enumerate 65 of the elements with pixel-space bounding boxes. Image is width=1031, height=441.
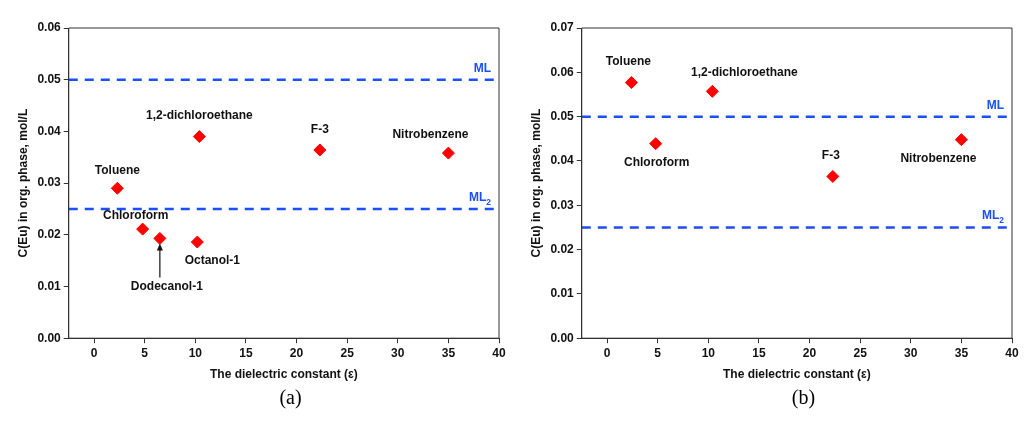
annotation: Toluene — [605, 53, 652, 68]
point — [110, 181, 124, 195]
point — [441, 146, 455, 160]
y-tick-label: 0.03 — [37, 175, 62, 190]
text: (a) — [278, 386, 303, 409]
y-axis-title: C(Eu) in org. phase, mol/L — [15, 108, 30, 258]
x-tick-label: 15 — [752, 345, 766, 360]
x-tick-label: 20 — [289, 345, 304, 360]
y-tick-label: 0.04 — [550, 153, 575, 168]
x-tick-label: 5 — [654, 345, 662, 360]
x-tick-label: 0 — [90, 345, 98, 360]
y-tick-label: 0.05 — [37, 72, 62, 87]
y-tick-label: 0.01 — [550, 286, 575, 301]
annotation: Nitrobenzene — [900, 150, 977, 165]
point — [954, 133, 968, 147]
annotation: 1,2-dichloroethane — [691, 64, 799, 79]
y-tick-label: 0.06 — [37, 20, 62, 35]
point — [190, 235, 204, 249]
x-tick-label: 35 — [954, 345, 969, 360]
y-tick-label: 0.01 — [37, 278, 62, 293]
point — [826, 169, 840, 183]
x-tick-label: 25 — [853, 345, 868, 360]
x-tick-label: 10 — [188, 345, 203, 360]
annotation: Toluene — [94, 162, 141, 177]
y-tick-label: 0.03 — [550, 197, 575, 212]
ref-line-label: ML — [986, 97, 1004, 112]
annotation: F-3 — [310, 122, 330, 137]
y-axis-title: C(Eu) in org. phase, mol/L — [528, 108, 543, 258]
x-tick-label: 5 — [141, 345, 149, 360]
x-tick-label: 40 — [492, 345, 506, 360]
point — [649, 137, 663, 151]
y-tick-label: 0.02 — [37, 227, 62, 242]
y-tick-label: 0.02 — [550, 241, 575, 256]
text: (b) — [790, 386, 817, 409]
x-tick-label: 35 — [441, 345, 456, 360]
annotation: F-3 — [821, 147, 841, 162]
point — [313, 143, 327, 157]
point — [153, 231, 167, 245]
x-tick-label: 15 — [239, 345, 253, 360]
point — [705, 84, 719, 98]
ref-line-label: ML — [473, 60, 491, 75]
x-tick-label: 25 — [340, 345, 355, 360]
x-tick-label: 10 — [701, 345, 716, 360]
y-tick-label: 0.00 — [550, 330, 575, 345]
point — [136, 222, 150, 236]
y-tick-label: 0.07 — [550, 20, 575, 35]
annotation: Nitrobenzene — [392, 127, 469, 142]
annotation: Chloroform — [623, 154, 690, 169]
x-tick-label: 20 — [802, 345, 817, 360]
y-tick-label: 0.05 — [550, 108, 575, 123]
x-tick-label: 40 — [1005, 345, 1019, 360]
x-tick-label: 0 — [603, 345, 611, 360]
annotation: Chloroform — [102, 208, 169, 223]
x-tick-label: 30 — [904, 345, 918, 360]
x-axis-title: The dielectric constant (ε) — [210, 367, 358, 382]
point — [624, 76, 638, 90]
y-tick-label: 0.00 — [37, 330, 62, 345]
point — [192, 130, 206, 144]
annotation: Dodecanol-1 — [130, 278, 204, 293]
annotation: 1,2-dichloroethane — [146, 107, 254, 122]
y-tick-label: 0.04 — [37, 123, 62, 138]
y-tick-label: 0.06 — [550, 64, 575, 79]
x-axis-title: The dielectric constant (ε) — [723, 367, 871, 382]
x-tick-label: 30 — [391, 345, 405, 360]
annotation: Octanol-1 — [184, 253, 241, 268]
